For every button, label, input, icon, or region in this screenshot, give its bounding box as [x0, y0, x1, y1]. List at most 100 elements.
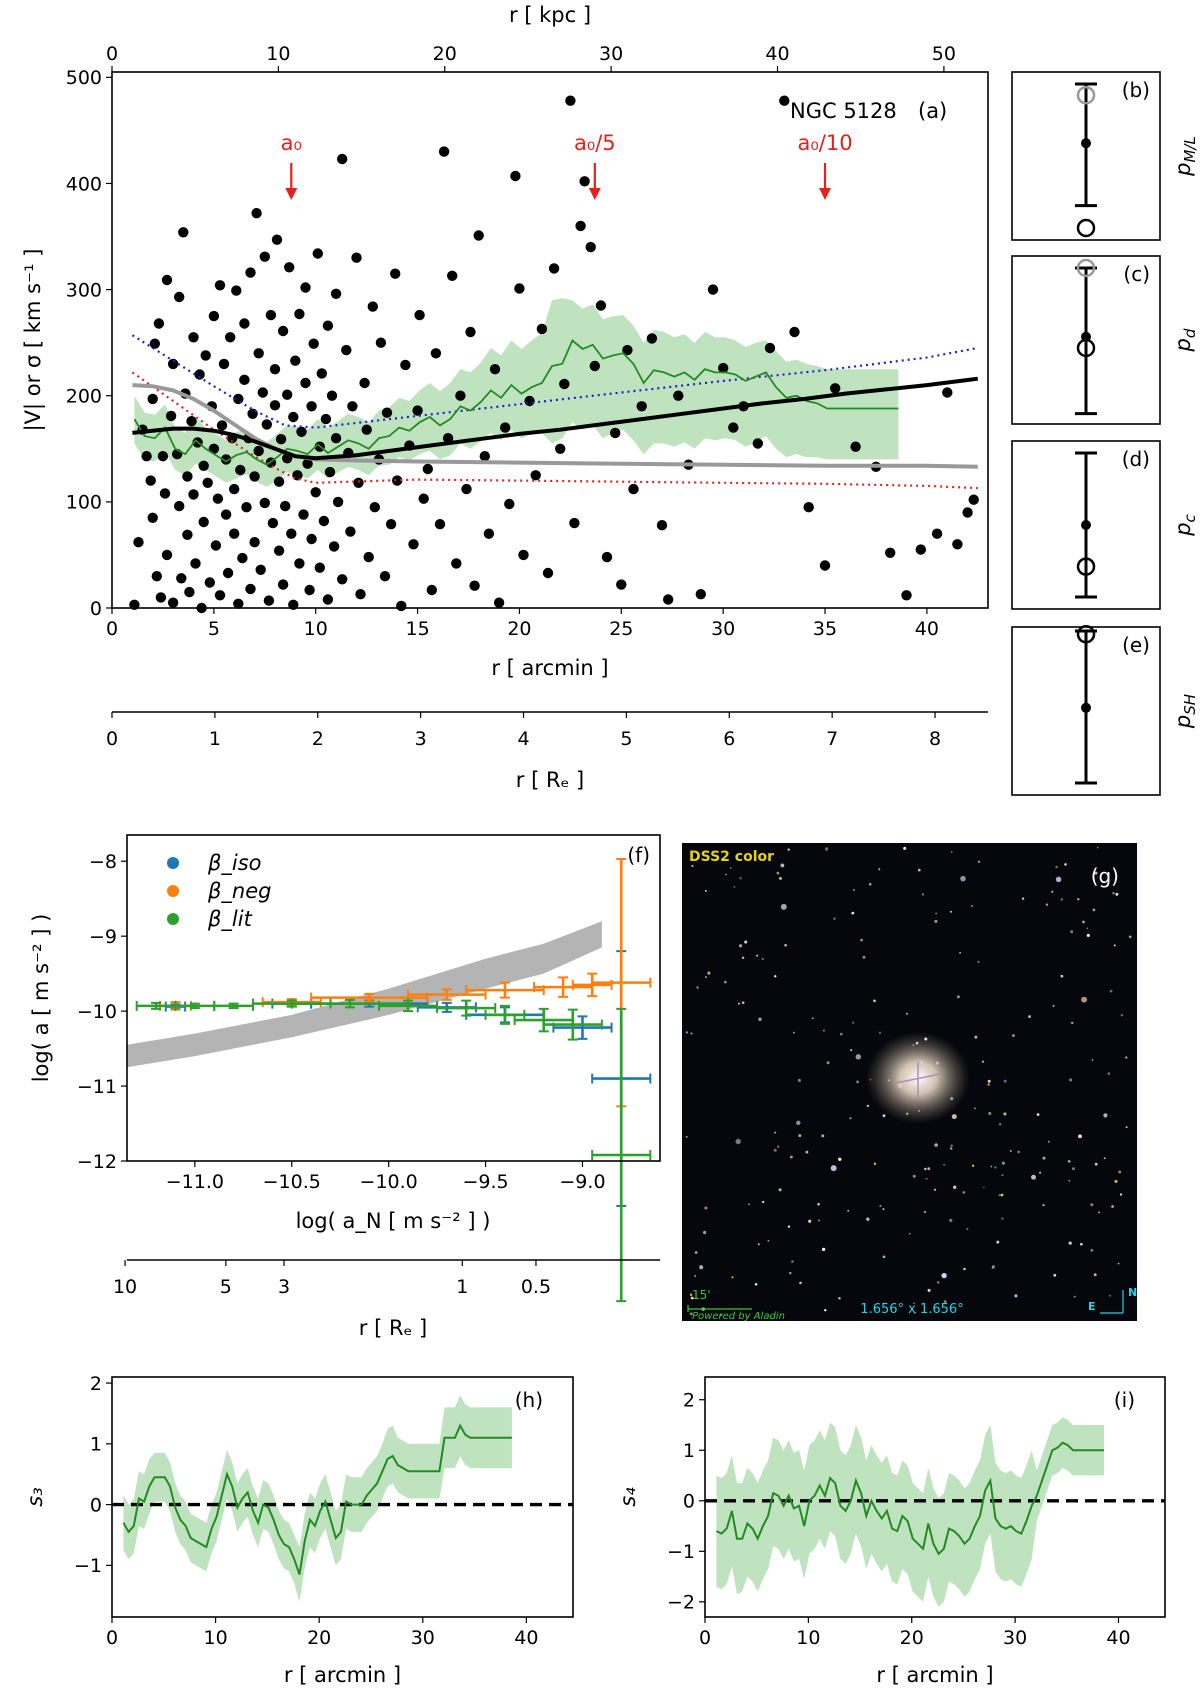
star: [1014, 1294, 1018, 1298]
star: [826, 1061, 830, 1065]
star: [779, 876, 782, 880]
data-point: [302, 458, 313, 469]
data-point: [176, 573, 187, 584]
data-point: [186, 416, 197, 427]
star: [1125, 1126, 1128, 1129]
star: [1115, 892, 1119, 896]
data-point: [190, 558, 201, 569]
data-point: [430, 348, 442, 359]
star: [1119, 1193, 1123, 1196]
data-point: [392, 475, 403, 486]
data-point: [184, 586, 195, 598]
data-point: [153, 318, 165, 329]
re-axis-tick-label: 4: [517, 728, 529, 750]
data-point: [646, 333, 658, 344]
parameter-symbol: p: [1171, 715, 1195, 729]
data-point: [237, 552, 248, 564]
star: [849, 1117, 852, 1120]
parameter-subscript: M/L: [1181, 136, 1199, 162]
star: [1067, 1160, 1071, 1163]
star: [699, 1265, 704, 1270]
data-point: [422, 463, 433, 475]
star: [1003, 1112, 1007, 1116]
data-point: [284, 262, 295, 273]
data-point: [247, 408, 258, 419]
acceleration-arrow-label: a₀/10: [797, 131, 852, 155]
star: [761, 957, 764, 960]
data-point: [133, 537, 144, 548]
star: [873, 999, 876, 1003]
panel-a-frame: [111, 71, 989, 609]
data-point: [328, 541, 340, 552]
data-point: [542, 567, 554, 579]
panel-label: (g): [1091, 864, 1119, 888]
data-point: [294, 558, 305, 569]
star: [704, 1206, 708, 1210]
data-point: [267, 517, 279, 529]
newtonian-acc-axis-tick-label: −9.5: [462, 1171, 508, 1193]
data-point: [282, 389, 293, 400]
data-point: [239, 318, 250, 329]
star: [780, 863, 785, 868]
kpc-axis-tick-label: 50: [932, 43, 956, 65]
data-point: [789, 326, 800, 338]
star: [879, 1204, 882, 1207]
star: [974, 1107, 976, 1110]
star: [934, 919, 938, 923]
data-point: [300, 377, 311, 389]
star: [1125, 1056, 1128, 1059]
star: [903, 846, 907, 850]
data-point: [337, 574, 348, 585]
radius-axis-tick-label: 0: [699, 1627, 711, 1649]
star: [1001, 1217, 1004, 1220]
data-point: [347, 401, 358, 412]
data-point: [277, 579, 289, 590]
data-point: [479, 451, 490, 462]
data-point: [314, 562, 325, 573]
data-point: [565, 95, 576, 106]
kpc-axis-tick-label: 30: [599, 43, 623, 65]
star: [789, 1271, 792, 1275]
star: [1113, 944, 1116, 947]
star: [739, 877, 742, 880]
star: [852, 1021, 855, 1024]
data-point: [968, 494, 979, 505]
panel-label: (e): [1122, 633, 1150, 657]
data-point: [589, 360, 600, 372]
data-point: [188, 489, 199, 500]
star: [927, 1167, 931, 1171]
data-point: [165, 410, 177, 422]
data-point: [616, 579, 627, 590]
star: [953, 1185, 957, 1189]
parameter-subscript: c: [1181, 513, 1199, 522]
velocity-axis-tick-label: 500: [66, 67, 102, 89]
star: [1045, 903, 1049, 906]
star: [731, 1276, 734, 1279]
star: [1091, 1059, 1094, 1061]
data-point: [610, 427, 621, 439]
star: [959, 951, 961, 954]
data-point: [367, 301, 378, 312]
data-point: [412, 405, 423, 416]
star: [824, 1309, 827, 1312]
data-point: [355, 589, 366, 600]
data-point: [322, 320, 334, 331]
moment-axis-label: s₄: [616, 1487, 640, 1507]
re-axis-tick-label: 5: [220, 1276, 232, 1298]
star: [737, 1002, 740, 1005]
data-point: [375, 337, 387, 348]
star: [950, 1144, 953, 1147]
data-point: [510, 170, 521, 182]
data-point: [220, 454, 232, 465]
star: [905, 1012, 909, 1015]
star: [950, 910, 952, 913]
panel-d-frame: [1011, 440, 1161, 610]
re-axis-label: r [ Rₑ ]: [516, 768, 584, 792]
re-axis-tick-label: 6: [723, 728, 735, 750]
panel-d-p-c: (d) pc: [1011, 440, 1199, 610]
star: [787, 848, 790, 851]
star: [960, 875, 966, 882]
data-point: [265, 309, 277, 321]
star: [1038, 1171, 1042, 1174]
field-of-view-label: 1.656° x 1.656°: [860, 1302, 963, 1317]
